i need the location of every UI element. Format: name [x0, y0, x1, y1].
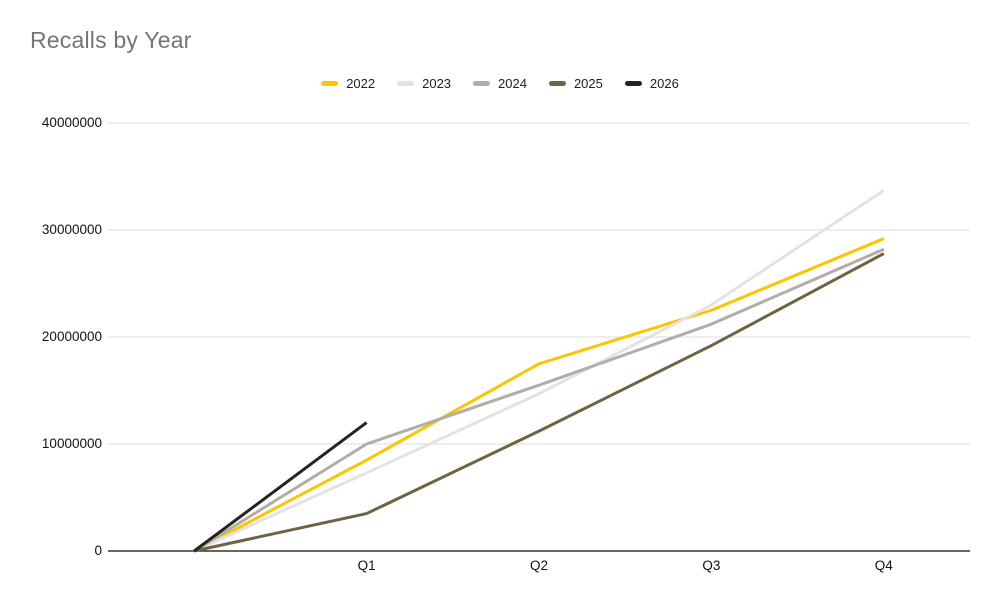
legend-label-2024: 2024: [498, 76, 527, 91]
chart-legend: 2022 2023 2024 2025 2026: [0, 76, 1000, 91]
legend-label-2023: 2023: [422, 76, 452, 91]
y-axis-tick-label: 30000000: [41, 222, 102, 237]
x-axis-tick-label: Q4: [874, 558, 893, 573]
series-line-2026: [193, 421, 368, 553]
series-line-2025: [193, 252, 885, 553]
series-line-2022: [193, 237, 885, 553]
legend-label-2026: 2026: [649, 76, 679, 91]
legend-label-2022: 2022: [346, 76, 376, 91]
y-axis-tick-label: 40000000: [41, 115, 102, 130]
legend-swatch-2026: [624, 81, 642, 86]
x-axis-tick-label: Q1: [357, 558, 376, 573]
x-axis-tick-label: Q2: [529, 558, 548, 573]
legend-swatch-2022: [321, 81, 339, 86]
legend-item-2026[interactable]: 2026: [624, 76, 679, 91]
legend-item-2024[interactable]: 2024: [473, 76, 527, 91]
legend-swatch-2025: [548, 81, 566, 86]
y-axis-tick-label: 0: [94, 543, 102, 558]
x-axis-tick-label: Q3: [702, 558, 721, 573]
legend-swatch-2023: [397, 81, 415, 86]
legend-item-2023[interactable]: 2023: [397, 76, 451, 91]
legend-item-2025[interactable]: 2025: [548, 76, 603, 91]
legend-label-2025: 2025: [573, 76, 603, 91]
chart-title: Recalls by Year: [30, 27, 192, 53]
legend-item-2022[interactable]: 2022: [321, 76, 375, 91]
series-line-2023: [193, 189, 885, 553]
legend-swatch-2024: [473, 81, 491, 86]
y-axis-tick-label: 10000000: [41, 436, 102, 451]
y-axis-tick-label: 20000000: [41, 329, 102, 344]
series-line-2024: [193, 247, 885, 553]
